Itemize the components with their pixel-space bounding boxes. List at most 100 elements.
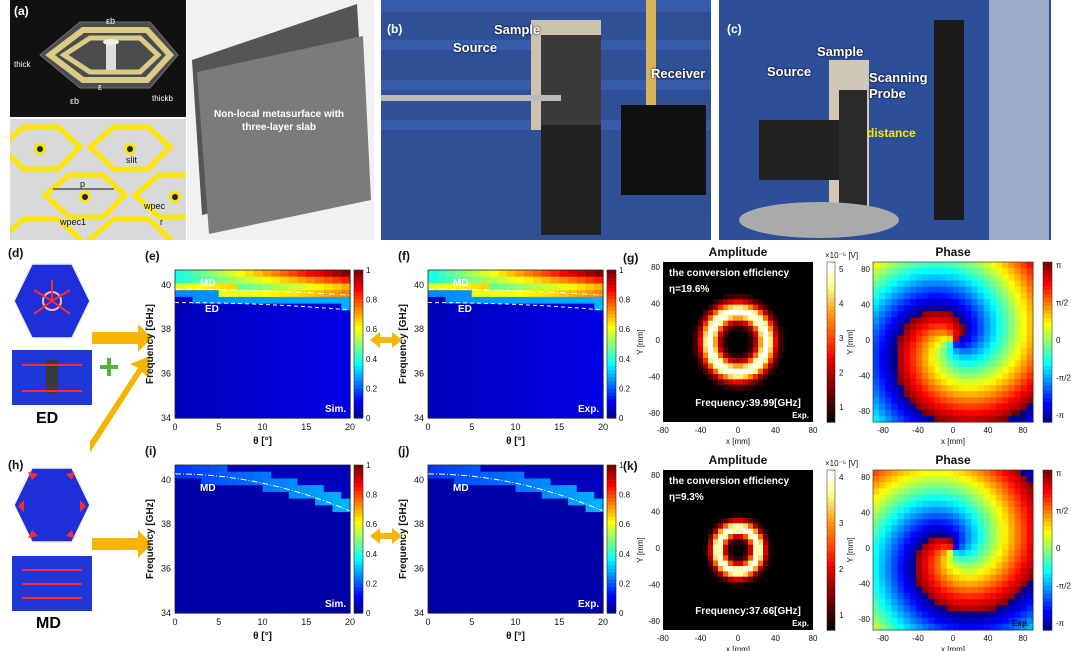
- label-sample: Sample: [494, 22, 541, 37]
- param-wpec1: wpec1: [60, 217, 87, 227]
- y-tick-label: 36: [161, 564, 171, 574]
- md-label: MD: [200, 278, 216, 289]
- colorbar-tick: 0: [366, 414, 371, 423]
- phase-colorbar-tick: 0: [1056, 336, 1061, 345]
- y-tick-label: 38: [161, 324, 171, 334]
- amp-x-tick: -80: [657, 634, 669, 643]
- colorbar-tick: 0: [619, 609, 624, 618]
- phase-y-title: Y [mm]: [846, 537, 855, 562]
- label-scanning-probe: Scanning Probe: [869, 70, 928, 101]
- x-tick-label: 10: [510, 617, 520, 627]
- amp-colorbar-tick: 3: [839, 519, 844, 528]
- amp-y-tick: -40: [648, 373, 660, 382]
- colorbar-tick: 0.8: [366, 491, 378, 500]
- x-tick-label: 10: [257, 617, 267, 627]
- phase-y-tick: -40: [858, 372, 870, 381]
- efficiency-value: η=19.6%: [669, 284, 709, 295]
- double-arrows: [370, 332, 402, 544]
- phase-colorbar-tick: π: [1056, 469, 1062, 478]
- phase-x-tick: 40: [984, 634, 993, 643]
- label-receiver: Receiver: [651, 66, 706, 81]
- label-source-c: Source: [767, 64, 812, 79]
- phase-y-tick: -80: [858, 615, 870, 624]
- y-tick-label: 40: [161, 280, 171, 290]
- field-plots: (g) Amplitude the conversion efficiency η=1…: [623, 245, 1071, 651]
- amp-x-title: x [mm]: [726, 437, 750, 446]
- panel-a-unit-cell-schematic: (a) εb thick ε εb thickb: [10, 0, 186, 117]
- x-tick-label: 5: [469, 617, 474, 627]
- x-tick-label: 10: [257, 422, 267, 432]
- phase-colorbar-tick: 0: [1056, 544, 1061, 553]
- x-axis-title: θ [°]: [506, 631, 525, 642]
- x-tick-label: 5: [469, 422, 474, 432]
- md-unit-cell-field: [12, 466, 92, 544]
- ed-label: ED: [205, 304, 219, 315]
- colorbar-tick: 1: [366, 266, 371, 275]
- phase-x-tick: 40: [984, 426, 993, 435]
- colorbar-tick: 0.4: [366, 550, 378, 559]
- ed-unit-cell-field: [12, 262, 92, 340]
- colorbar-tick: 0.8: [619, 491, 631, 500]
- x-tick-label: 20: [345, 422, 355, 432]
- map-frame: [427, 269, 604, 419]
- phase-frame: [872, 469, 1034, 631]
- y-tick-label: 38: [414, 324, 424, 334]
- x-tick-label: 20: [345, 617, 355, 627]
- phase-y-tick: 80: [861, 473, 870, 482]
- phase-x-tick: 0: [951, 426, 956, 435]
- phase-exp-tag: Exp.: [1012, 411, 1029, 420]
- y-axis-title: Frequency [GHz]: [145, 499, 156, 579]
- x-tick-label: 0: [425, 617, 430, 627]
- amp-colorbar-scale: ×10⁻⁵ [V]: [825, 459, 858, 468]
- phase-exp-tag: Exp.: [1012, 619, 1029, 628]
- amp-colorbar-tick: 4: [839, 300, 844, 309]
- colorbar-frame: [353, 269, 364, 419]
- phase-colorbar-tick: π/2: [1056, 299, 1069, 308]
- panel-c-label: (c): [727, 22, 742, 36]
- y-tick-label: 36: [414, 564, 424, 574]
- amp-x-tick: 40: [771, 634, 780, 643]
- phase-title: Phase: [935, 453, 971, 467]
- md-label: MD: [453, 483, 469, 494]
- colorbar-tick: 0: [619, 414, 624, 423]
- amp-y-tick: -40: [648, 581, 660, 590]
- phase-colorbar-tick: -π/2: [1056, 582, 1071, 591]
- sim-exp-tag: Sim.: [325, 599, 346, 610]
- amp-x-tick: 80: [809, 634, 818, 643]
- amp-exp-tag: Exp.: [792, 619, 809, 628]
- x-axis-title: θ [°]: [253, 436, 272, 447]
- y-axis-title: Frequency [GHz]: [145, 304, 156, 384]
- md-label: MD: [200, 483, 216, 494]
- efficiency-text: the conversion efficiency: [669, 268, 789, 279]
- map-label: (j): [398, 444, 409, 458]
- y-tick-label: 34: [161, 413, 171, 423]
- y-tick-label: 36: [161, 369, 171, 379]
- amp-colorbar-tick: 2: [839, 565, 844, 574]
- phase-x-tick: -80: [877, 634, 889, 643]
- amp-exp-tag: Exp.: [792, 411, 809, 420]
- map-frame: [427, 464, 604, 614]
- phase-x-tick: -40: [912, 634, 924, 643]
- amp-y-tick: 0: [656, 544, 661, 553]
- connector-arrows: [90, 324, 152, 558]
- y-tick-label: 34: [414, 608, 424, 618]
- y-tick-label: 40: [414, 475, 424, 485]
- colorbar-tick: 1: [619, 266, 624, 275]
- phase-y-tick: 40: [861, 509, 870, 518]
- colorbar-tick: 0.8: [366, 296, 378, 305]
- param-r: r: [160, 217, 163, 227]
- colorbar-tick: 0.2: [366, 384, 378, 393]
- phase-colorbar-tick: -π: [1056, 411, 1065, 420]
- amplitude-title: Amplitude: [709, 453, 768, 467]
- param-eps: ε: [98, 82, 103, 92]
- x-tick-label: 15: [554, 617, 564, 627]
- map-frame: [174, 269, 351, 419]
- x-axis-title: θ [°]: [253, 631, 272, 642]
- amp-y-tick: 80: [651, 471, 660, 480]
- ed-label: ED: [458, 304, 472, 315]
- y-tick-label: 36: [414, 369, 424, 379]
- param-eps-b-top: εb: [106, 16, 116, 26]
- label-source: Source: [453, 40, 498, 55]
